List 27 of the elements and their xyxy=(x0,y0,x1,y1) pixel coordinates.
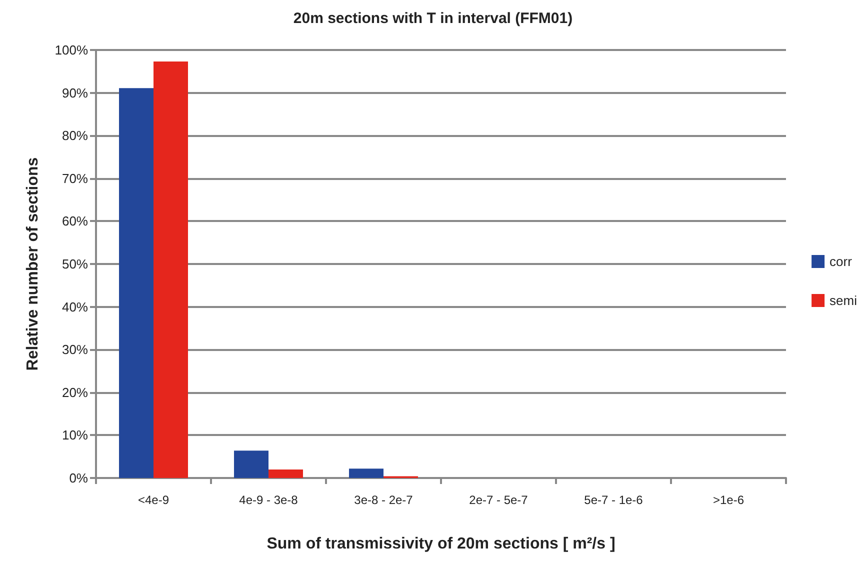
y-tick-label: 40% xyxy=(62,299,88,314)
x-tick-label: <4e-9 xyxy=(138,493,170,507)
y-tick-label: 60% xyxy=(62,214,88,229)
legend-label: semi xyxy=(830,293,858,308)
x-tick-label: 3e-8 - 2e-7 xyxy=(354,493,414,507)
x-tick-label: >1e-6 xyxy=(712,493,744,507)
bar xyxy=(234,450,268,478)
legend-label: corr xyxy=(830,254,853,269)
bar xyxy=(119,88,154,478)
y-tick-label: 80% xyxy=(62,128,88,144)
y-tick-label: 70% xyxy=(62,170,88,186)
y-tick-label: 30% xyxy=(62,342,88,358)
y-tick-label: 90% xyxy=(62,85,88,100)
y-axis-title: Relative number of sections xyxy=(24,157,42,371)
x-tick-label: 5e-7 - 1e-6 xyxy=(584,493,644,507)
bar xyxy=(349,468,384,478)
y-tick-label: 20% xyxy=(62,384,88,400)
chart-title: 20m sections with T in interval (FFM01) xyxy=(293,10,573,27)
y-tick-label: 50% xyxy=(62,256,88,272)
x-tick-label: 4e-9 - 3e-8 xyxy=(239,493,298,507)
y-tick-label: 100% xyxy=(54,42,88,58)
bar xyxy=(268,469,303,478)
bar xyxy=(154,62,188,478)
y-tick-label: 0% xyxy=(69,470,88,486)
x-tick-label: 2e-7 - 5e-7 xyxy=(469,493,528,507)
x-axis-title: Sum of transmissivity of 20m sections [ m²/s ] xyxy=(266,536,616,552)
y-tick-label: 10% xyxy=(62,428,88,443)
